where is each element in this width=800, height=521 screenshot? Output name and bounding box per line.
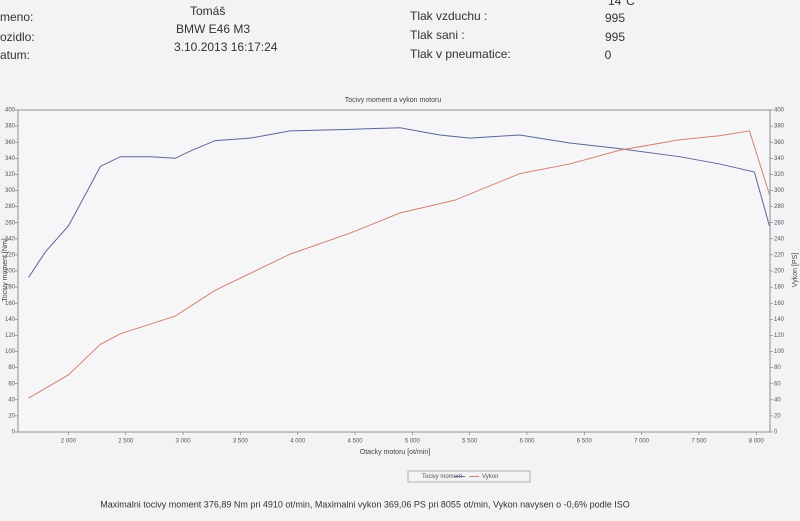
y-tick-label: 320 — [5, 172, 16, 178]
y2-tick-label: 140 — [774, 317, 785, 323]
y-tick-label: 120 — [5, 333, 16, 339]
series-line — [28, 127, 770, 278]
y2-tick-label: 300 — [774, 188, 785, 194]
header-label: Tlak vzduchu : — [410, 9, 487, 23]
x-tick-label: 8 000 — [749, 439, 765, 445]
y2-tick-label: 100 — [774, 349, 785, 355]
x-tick-label: 5 000 — [405, 439, 421, 445]
y2-tick-label: 120 — [774, 333, 785, 339]
y-tick-label: 60 — [8, 381, 15, 387]
y-tick-label: 80 — [8, 365, 15, 371]
x-tick-label: 5 500 — [462, 439, 478, 445]
header-value: 995 — [605, 30, 625, 44]
y2-tick-label: 200 — [774, 269, 785, 275]
y2-tick-label: 400 — [774, 108, 785, 114]
y-tick-label: 400 — [5, 108, 16, 114]
series-line — [28, 130, 770, 399]
x-tick-label: 6 500 — [577, 439, 593, 445]
y-tick-label: 300 — [5, 188, 16, 194]
chart-title: Tocivy moment a vykon motoru — [345, 97, 442, 104]
y2-tick-label: 40 — [774, 397, 781, 403]
x-tick-label: 7 000 — [634, 439, 650, 445]
y-tick-label: 260 — [5, 220, 16, 226]
y2-tick-label: 180 — [774, 285, 785, 291]
legend — [407, 470, 531, 483]
y-tick-label: 220 — [5, 252, 16, 258]
y-tick-label: 100 — [5, 349, 16, 355]
x-tick-label: 4 500 — [348, 439, 364, 445]
y-tick-label: 140 — [5, 317, 16, 323]
y-tick-label: 40 — [8, 397, 15, 403]
y2-tick-label: 60 — [774, 381, 781, 387]
y2-tick-label: 240 — [774, 236, 785, 242]
y2-tick-label: 220 — [774, 252, 785, 258]
y2-tick-label: 380 — [774, 124, 785, 130]
header-label: meno: — [0, 10, 33, 24]
y2-tick-label: 340 — [774, 156, 785, 162]
legend-label: Vykon — [482, 474, 498, 480]
y-tick-label: 380 — [5, 124, 16, 130]
header-value: 995 — [605, 11, 625, 25]
header-label: atum: — [0, 48, 30, 62]
header-value: Tomáš — [190, 4, 225, 18]
y2-tick-label: 320 — [774, 172, 785, 178]
y-tick-label: 240 — [5, 236, 16, 242]
header-value: BMW E46 M3 — [176, 22, 250, 36]
y-tick-label: 360 — [5, 140, 16, 146]
header-label: Tlak sani : — [410, 28, 465, 42]
y-tick-label: 160 — [5, 301, 16, 307]
header-label: ozidlo: — [0, 30, 35, 44]
plot-area — [17, 109, 771, 433]
y2-tick-label: 80 — [774, 365, 781, 371]
x-tick-label: 2 500 — [118, 439, 134, 445]
y2-tick-label: 260 — [774, 220, 785, 226]
x-tick-label: 2 000 — [61, 439, 77, 445]
y-axis-label: Tocivy moment [Nm] — [2, 238, 9, 301]
x-tick-label: 6 000 — [519, 439, 535, 445]
y2-tick-label: 360 — [774, 140, 785, 146]
y-tick-label: 340 — [5, 156, 16, 162]
y-tick-label: 200 — [5, 269, 16, 275]
header-value: 3.10.2013 16:17:24 — [174, 40, 278, 54]
header-value: 0 — [605, 48, 612, 62]
x-tick-label: 3 500 — [233, 439, 249, 445]
y2-tick-label: 280 — [774, 204, 785, 210]
y-tick-label: 20 — [8, 413, 15, 419]
y-tick-label: 0 — [12, 430, 16, 436]
y2-tick-label: 160 — [774, 301, 785, 307]
y2-tick-label: 0 — [774, 430, 778, 436]
header-label: Tlak v pneumatice: — [410, 47, 511, 61]
x-tick-label: 3 000 — [176, 439, 192, 445]
y2-tick-label: 20 — [774, 413, 781, 419]
footer: Maximalni tocivy moment 376,89 Nm pri 49… — [100, 499, 629, 509]
x-axis-label: Otacky motoru [ot/min] — [360, 449, 430, 456]
y-tick-label: 180 — [5, 285, 16, 291]
y2-axis-label: Vykon [PS] — [792, 253, 799, 287]
x-tick-label: 4 000 — [290, 439, 306, 445]
header-value: 14°C — [608, 0, 635, 8]
x-tick-label: 7 500 — [691, 439, 707, 445]
y-tick-label: 280 — [5, 204, 16, 210]
legend-label: Tocivy moment — [422, 474, 462, 480]
